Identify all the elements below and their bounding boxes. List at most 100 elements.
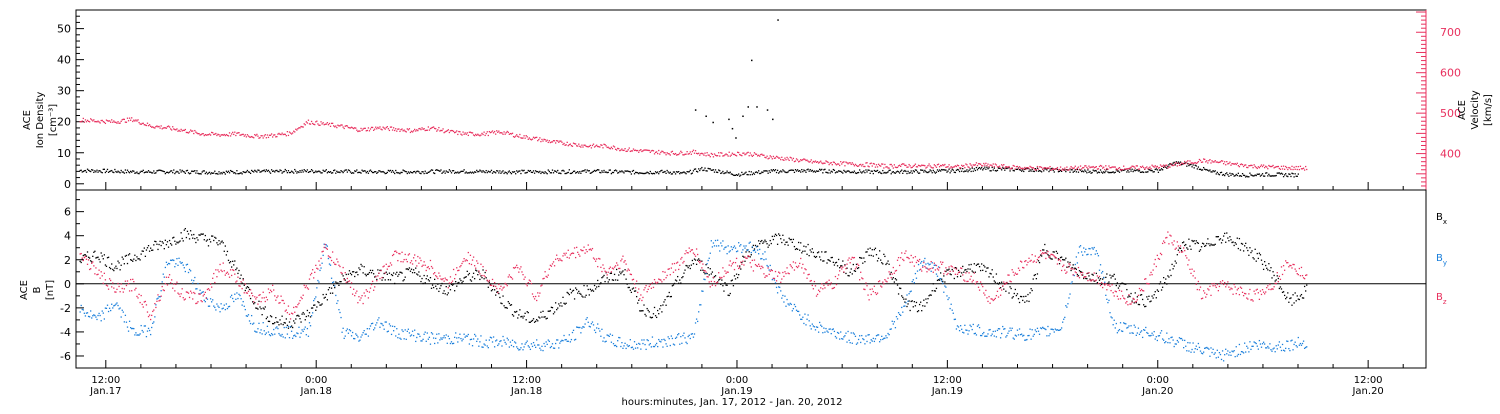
by-point [1089,248,1090,249]
velocity-point [1150,168,1151,169]
by-point [1292,349,1293,350]
bx-point [1052,258,1053,259]
velocity-point [1103,167,1104,168]
bx-point [356,271,357,272]
velocity-point [1019,166,1020,167]
by-point [261,333,262,334]
density-point [983,168,984,169]
density-point [928,171,929,172]
by-point [549,341,550,342]
by-point [356,335,357,336]
b-tick-label: 6 [64,206,71,219]
density-point [1229,173,1230,174]
bx-point [813,252,814,253]
velocity-point [1104,169,1105,170]
by-point [328,258,329,259]
velocity-point [964,167,965,168]
by-point [952,310,953,311]
by-point [236,292,237,293]
velocity-point [465,132,466,133]
by-point [348,333,349,334]
bx-point [423,275,424,276]
velocity-point [629,147,630,148]
by-point [1238,354,1239,355]
velocity-point [1025,169,1026,170]
bx-point [891,272,892,273]
velocity-point [834,162,835,163]
density-point [854,171,855,172]
velocity-point [605,145,606,146]
velocity-point [127,118,128,119]
velocity-point [412,131,413,132]
velocity-point [799,161,800,162]
density-point [1264,176,1265,177]
bx-point [528,312,529,313]
bx-point [711,273,712,274]
by-point [920,262,921,263]
bz-point [103,283,104,284]
velocity-point [949,167,950,168]
velocity-point [1242,164,1243,165]
density-point [1048,171,1049,172]
by-point [1154,331,1155,332]
bx-point [258,301,259,302]
velocity-point [212,132,213,133]
density-point [266,169,267,170]
bx-point [1261,260,1262,261]
by-point [1210,347,1211,348]
bx-point [143,251,144,252]
velocity-point [886,166,887,167]
bx-point [99,261,100,262]
velocity-point [1003,164,1004,165]
by-point [569,334,570,335]
bx-point [261,314,262,315]
velocity-point [179,131,180,132]
by-point [733,247,734,248]
by-point [969,325,970,326]
by-point [1008,330,1009,331]
bx-point [772,236,773,237]
bz-point [162,286,163,287]
bx-point [259,306,260,307]
bx-point [905,299,906,300]
bx-point [1029,292,1030,293]
velocity-point [487,131,488,132]
by-point [603,337,604,338]
bx-point [1205,245,1206,246]
velocity-point [1229,162,1230,163]
velocity-point [662,151,663,152]
density-point [442,172,443,173]
velocity-point [427,130,428,131]
velocity-point [712,154,713,155]
bx-point [301,313,302,314]
density-point [1276,175,1277,176]
by-point [448,336,449,337]
bx-point [312,307,313,308]
by-point [1115,327,1116,328]
by-point [310,325,311,326]
by-point [1053,329,1054,330]
by-point [927,263,928,264]
density-point [1158,172,1159,173]
velocity-point [136,120,137,121]
density-point [812,170,813,171]
by-point [648,340,649,341]
by-point [193,280,194,281]
velocity-point [84,122,85,123]
density-point [911,170,912,171]
by-point [375,324,376,325]
by-point [475,335,476,336]
density-point [490,171,491,172]
bx-point [1247,250,1248,251]
velocity-point [877,166,878,167]
velocity-point [1023,168,1024,169]
by-point [425,332,426,333]
by-point [1288,348,1289,349]
by-point [1113,324,1114,325]
density-point [666,170,667,171]
by-point [194,277,195,278]
by-point [423,334,424,335]
velocity-point [721,153,722,154]
velocity-point [311,121,312,122]
